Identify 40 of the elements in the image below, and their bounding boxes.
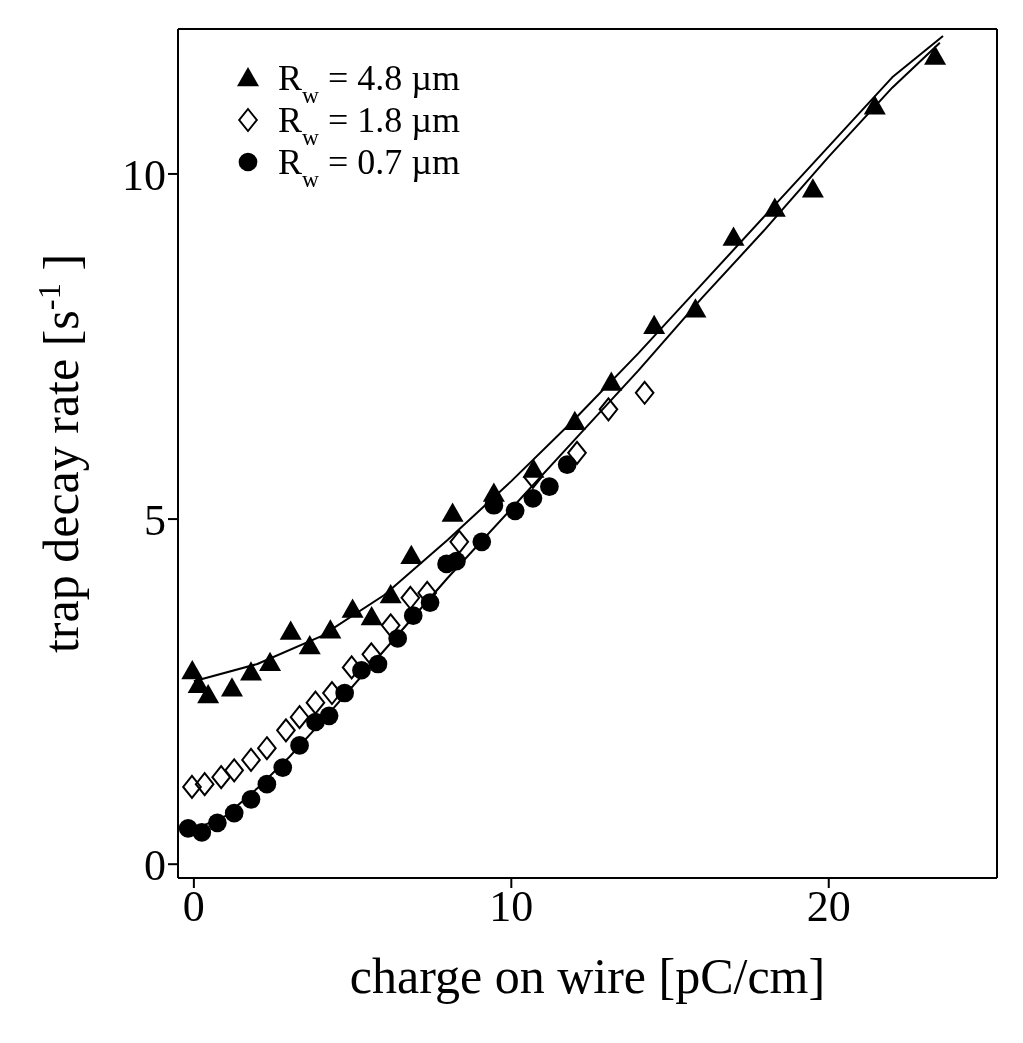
point xyxy=(360,606,383,626)
point xyxy=(240,661,263,681)
point xyxy=(557,455,577,474)
y-tick-label: 5 xyxy=(144,495,166,545)
point xyxy=(449,529,470,554)
point xyxy=(276,718,296,743)
point xyxy=(400,585,421,610)
point xyxy=(197,684,220,704)
point xyxy=(211,765,231,790)
point xyxy=(643,314,666,335)
point xyxy=(361,642,382,667)
point xyxy=(341,598,364,618)
point xyxy=(259,651,282,671)
point xyxy=(567,440,587,465)
point xyxy=(380,613,401,638)
x-tick-label: 10 xyxy=(489,882,534,932)
point xyxy=(289,705,310,730)
point xyxy=(182,774,202,799)
x-tick-label: 20 xyxy=(806,882,851,932)
y-tick-label: 10 xyxy=(122,150,166,200)
point xyxy=(194,772,215,797)
point xyxy=(634,380,655,405)
point xyxy=(298,635,321,655)
point xyxy=(801,178,824,198)
point xyxy=(224,758,244,783)
point xyxy=(257,736,277,761)
x-tick-label: 0 xyxy=(182,882,205,932)
x-axis-title: charge on wire [pC/cm] xyxy=(349,948,826,1004)
point xyxy=(441,502,464,522)
point xyxy=(279,620,302,640)
y-tick-label: 0 xyxy=(144,840,166,890)
point xyxy=(220,677,243,697)
point xyxy=(241,747,261,772)
point xyxy=(400,544,423,564)
point xyxy=(523,489,543,508)
point xyxy=(540,477,559,496)
point xyxy=(722,226,745,246)
point xyxy=(305,690,326,715)
point xyxy=(924,45,947,65)
point xyxy=(598,397,619,422)
